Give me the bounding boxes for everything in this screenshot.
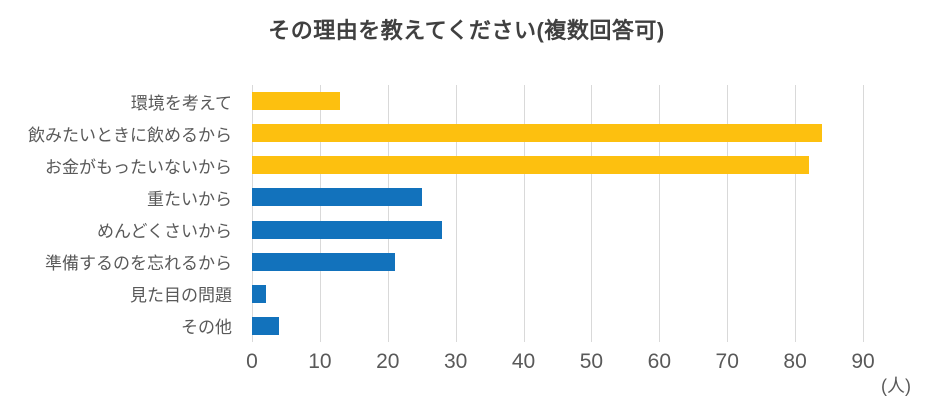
bar-row (252, 117, 863, 149)
bar (252, 316, 280, 335)
bar-row (252, 310, 863, 342)
bar (252, 124, 823, 143)
gridline (319, 85, 321, 342)
bar (252, 252, 395, 271)
gridline (252, 85, 253, 342)
plot-area (252, 85, 864, 342)
bar-row (252, 85, 863, 117)
category-label: 環境を考えて (130, 93, 232, 113)
x-tick-label: 20 (376, 350, 400, 373)
category-label: 飲みたいときに飲めるから (28, 125, 232, 145)
x-tick-label: 50 (579, 350, 604, 373)
gridline (455, 85, 457, 342)
bar (252, 284, 266, 303)
gridline (659, 85, 661, 342)
x-tick-label: 0 (246, 350, 258, 373)
x-tick-label: 10 (308, 350, 332, 373)
x-tick-label: 60 (647, 350, 671, 373)
value-axis: 0 10 20 30 40 50 60 70 80 90 (246, 350, 875, 376)
category-label: お金がもったいないから (45, 157, 232, 177)
bar (252, 220, 443, 239)
category-label: めんどくさいから (97, 222, 232, 242)
category-label: その他 (181, 318, 232, 338)
x-tick-label: 90 (851, 350, 875, 373)
chart-title: その理由を教えてください(複数回答可) (268, 18, 665, 43)
gridline (795, 85, 797, 342)
gridline (863, 85, 864, 342)
bar (252, 188, 422, 207)
x-tick-label: 70 (715, 350, 739, 373)
gridline (591, 85, 593, 342)
gridline (523, 85, 525, 342)
category-label: 重たいから (147, 189, 232, 209)
bar-row (252, 246, 863, 278)
bar-row (252, 278, 863, 310)
bar-row (252, 214, 863, 246)
gridline (387, 85, 389, 342)
category-label: 準備するのを忘れるから (45, 254, 232, 274)
x-tick-label: 80 (783, 350, 807, 373)
bar (252, 92, 341, 111)
bar (252, 156, 809, 175)
bar-row (252, 181, 863, 213)
category-axis: 環境を考えて飲みたいときに飲めるからお金がもったいないから重たいからめんどくさい… (0, 85, 242, 342)
axis-unit-label: (人) (881, 376, 911, 396)
x-tick-label: 40 (511, 350, 536, 373)
category-label: 見た目の問題 (130, 286, 232, 306)
x-tick-label: 30 (443, 350, 468, 373)
gridline (727, 85, 729, 342)
bar-row (252, 149, 863, 181)
